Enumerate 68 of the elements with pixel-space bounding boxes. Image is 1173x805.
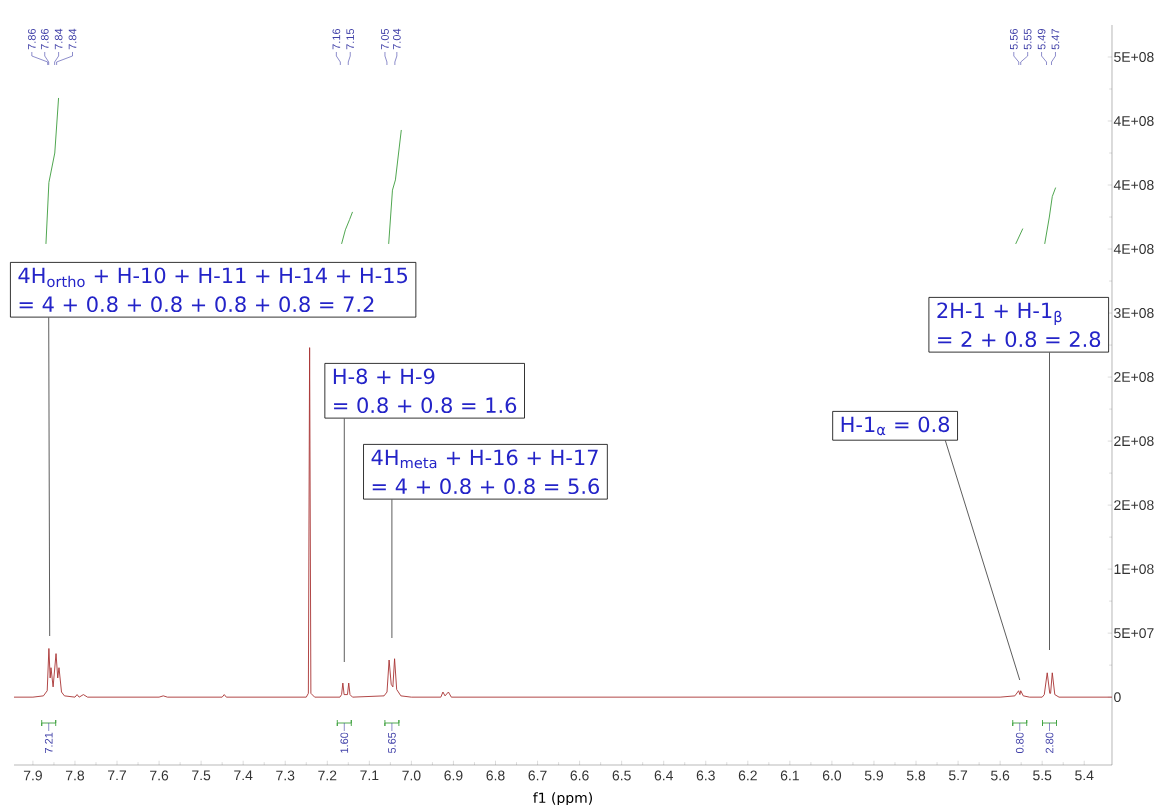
annotation: 0.80 <box>1015 732 1024 754</box>
x-tick-label: 6.2 <box>738 770 757 781</box>
x-tick-label: 6.7 <box>528 770 547 781</box>
annotation: 4H$_{ortho}$ + H-10 + H-11 + H-14 + H-15 <box>18 267 408 288</box>
x-tick-label: 6.8 <box>486 770 505 781</box>
x-tick-label: 7.2 <box>318 770 337 781</box>
y-tick-label: 4E+08 <box>1113 244 1154 254</box>
y-tick-label: 3E+08 <box>1114 308 1154 318</box>
annotation: 7.84 <box>68 28 77 50</box>
line-series <box>341 211 353 245</box>
y-tick-label: 1E+08 <box>1114 564 1154 575</box>
x-tick-label: 6.0 <box>822 770 842 781</box>
annotation: 7.84 <box>54 28 63 50</box>
x-tick-label: 6.1 <box>780 770 799 781</box>
x-tick-label: 5.7 <box>948 770 968 781</box>
x-tick-label: 6.6 <box>570 770 589 781</box>
annotation: 7.21 <box>44 732 53 753</box>
annotation: 5.55 <box>1023 28 1032 50</box>
x-tick-label: 7.7 <box>108 770 127 781</box>
y-tick-label: 2E+08 <box>1114 500 1154 511</box>
line-series <box>45 97 60 245</box>
x-tick-label: 7.8 <box>65 770 85 781</box>
x-axis-title: f1 (ppm) <box>533 792 592 805</box>
x-tick-label: 6.4 <box>654 770 673 781</box>
annotation: = 2 + 0.8 = 2.8 <box>938 331 1101 348</box>
x-tick-label: 7.4 <box>234 770 253 781</box>
y-tick-label: 2E+08 <box>1114 436 1154 447</box>
annotation: 7.15 <box>346 28 355 50</box>
annotation: = 4 + 0.8 + 0.8 + 0.8 + 0.8 = 7.2 <box>19 296 374 313</box>
x-tick-label: 6.5 <box>612 770 631 781</box>
annotation: 5.56 <box>1009 28 1018 50</box>
x-tick-label: 7.6 <box>150 770 169 781</box>
annotation: = 0.8 + 0.8 = 1.6 <box>334 397 517 414</box>
x-tick-label: 5.8 <box>906 770 926 781</box>
y-tick-label: 0 <box>1114 692 1121 703</box>
x-tick-label: 7.5 <box>192 770 211 781</box>
x-tick-label: 7.3 <box>276 770 295 781</box>
x-tick-label: 7.9 <box>23 770 42 781</box>
x-tick-label: 7.0 <box>402 770 421 781</box>
x-tick-label: 5.4 <box>1075 770 1094 781</box>
line-series <box>1044 187 1057 245</box>
annotation: 5.49 <box>1037 28 1046 50</box>
y-tick-label: 2E+08 <box>1114 372 1154 383</box>
annotation: H-8 + H-9 <box>333 368 435 385</box>
x-tick-label: 5.9 <box>864 770 884 781</box>
annotation: 7.05 <box>381 28 389 50</box>
annotation: = 4 + 0.8 + 0.8 = 5.6 <box>372 478 599 495</box>
annotation: 5.47 <box>1051 29 1060 50</box>
y-tick-label: 4E+08 <box>1113 116 1154 126</box>
y-tick-label: 4E+08 <box>1113 180 1154 190</box>
y-tick-label: 5E+08 <box>1114 52 1154 62</box>
annotation: 4H$_{meta}$ + H-16 + H-17 <box>371 449 598 469</box>
annotation: 7.86 <box>27 28 36 50</box>
x-tick-label: 6.9 <box>444 770 463 781</box>
annotation: 1.60 <box>340 732 349 753</box>
x-tick-label: 7.1 <box>360 770 379 781</box>
annotation: 7.04 <box>392 28 401 50</box>
y-tick-label: 5E+07 <box>1114 628 1154 639</box>
annotation: 2H-1 + H-1$_{β}$ <box>937 302 1062 326</box>
x-tick-label: 5.6 <box>991 770 1010 781</box>
line-series <box>388 129 402 245</box>
annotation: 7.16 <box>332 28 341 50</box>
annotation: 7.86 <box>40 28 49 50</box>
x-tick-label: 5.5 <box>1033 770 1052 781</box>
annotation: 2.80 <box>1045 732 1054 753</box>
annotation: 5.65 <box>388 732 396 754</box>
x-tick-label: 6.3 <box>696 770 715 781</box>
annotation: H-1$_{α}$ = 0.8 <box>841 416 950 436</box>
